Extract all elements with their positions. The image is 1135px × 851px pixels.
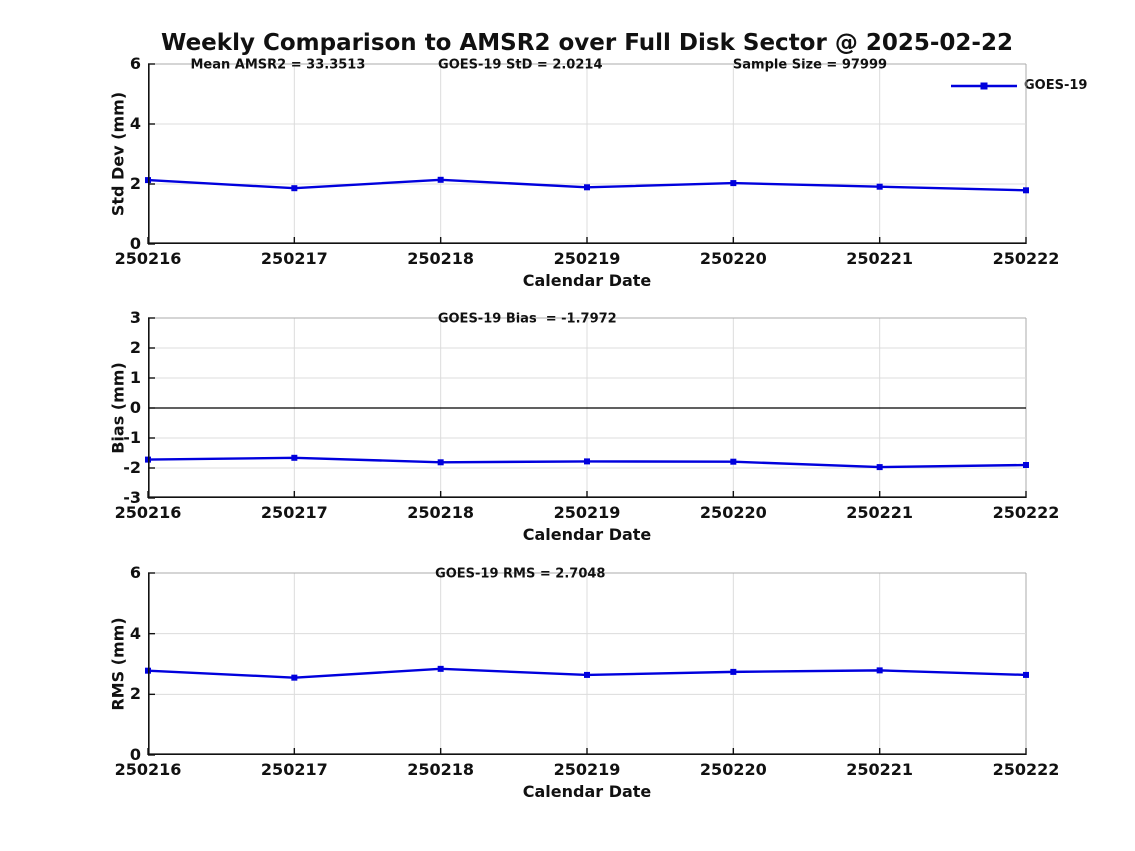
x-tick-label: 250218 — [407, 503, 475, 522]
stat-annotation: GOES-19 Bias = -1.7972 — [437, 311, 617, 327]
x-tick-label: 250220 — [699, 249, 767, 268]
x-axis-label-std-dev: Calendar Date — [522, 271, 652, 290]
chart-title: Weekly Comparison to AMSR2 over Full Dis… — [161, 30, 1013, 56]
x-axis-label-rms: Calendar Date — [522, 782, 652, 801]
data-marker — [876, 183, 883, 190]
data-marker — [730, 180, 737, 187]
plot-area-rms — [145, 572, 1029, 756]
y-tick-label: 4 — [129, 623, 141, 643]
y-tick-label: 0 — [129, 234, 141, 253]
data-marker — [1023, 671, 1029, 678]
x-tick-label: 250219 — [553, 249, 621, 268]
y-tick-label: -2 — [123, 458, 141, 477]
y-tick-label: 2 — [129, 684, 141, 704]
x-tick-label: 250221 — [846, 760, 914, 779]
x-tick-label: 250217 — [260, 503, 328, 522]
y-tick-label: 1 — [129, 368, 141, 387]
data-marker — [876, 464, 883, 471]
data-marker — [584, 184, 590, 191]
data-marker — [584, 458, 590, 465]
y-tick-label: 2 — [129, 174, 141, 193]
y-tick-label: 3 — [129, 308, 141, 327]
x-tick-label: 250222 — [992, 249, 1060, 268]
data-marker — [437, 665, 444, 672]
y-tick-label: 6 — [129, 54, 141, 73]
x-tick-label: 250219 — [553, 503, 621, 522]
y-tick-label: 0 — [129, 398, 141, 417]
data-marker — [291, 454, 298, 461]
x-tick-label: 250218 — [407, 249, 475, 268]
y-tick-label: 6 — [129, 563, 141, 582]
data-marker — [584, 671, 590, 678]
stat-annotation: Sample Size = 97999 — [732, 57, 888, 73]
data-marker — [876, 667, 883, 674]
data-marker — [291, 185, 298, 192]
x-tick-label: 250216 — [114, 760, 182, 779]
data-marker — [1023, 462, 1029, 468]
y-tick-label: 2 — [129, 338, 141, 357]
x-tick-label: 250221 — [846, 503, 914, 522]
x-axis-label-bias: Calendar Date — [522, 525, 652, 544]
data-marker — [437, 459, 444, 466]
data-marker — [291, 674, 298, 681]
data-marker — [437, 176, 444, 183]
data-marker — [730, 458, 737, 465]
x-tick-label: 250217 — [260, 249, 328, 268]
plot-area-std-dev — [145, 63, 1029, 245]
y-tick-label: -1 — [123, 428, 141, 447]
x-tick-label: 250216 — [114, 503, 182, 522]
stat-annotation: Mean AMSR2 = 33.3513 — [190, 57, 366, 73]
x-tick-label: 250222 — [992, 503, 1060, 522]
x-tick-label: 250219 — [553, 760, 621, 779]
x-tick-label: 250220 — [699, 760, 767, 779]
x-tick-label: 250218 — [407, 760, 475, 779]
data-marker — [1023, 187, 1029, 194]
stat-annotation: GOES-19 StD = 2.0214 — [438, 57, 603, 73]
y-tick-label: -3 — [123, 488, 141, 507]
x-tick-label: 250221 — [846, 249, 914, 268]
legend-line-icon — [951, 82, 1017, 89]
data-marker — [730, 668, 737, 675]
plot-area-bias — [145, 317, 1029, 499]
y-tick-label: 0 — [129, 745, 141, 764]
x-tick-label: 250220 — [699, 503, 767, 522]
x-tick-label: 250222 — [992, 760, 1060, 779]
x-tick-label: 250217 — [260, 760, 328, 779]
stat-annotation: GOES-19 RMS = 2.7048 — [435, 566, 606, 582]
x-tick-label: 250216 — [114, 249, 182, 268]
y-tick-label: 4 — [129, 114, 141, 133]
legend-label: GOES-19 — [1024, 78, 1088, 93]
legend: GOES-19 — [951, 78, 1087, 93]
